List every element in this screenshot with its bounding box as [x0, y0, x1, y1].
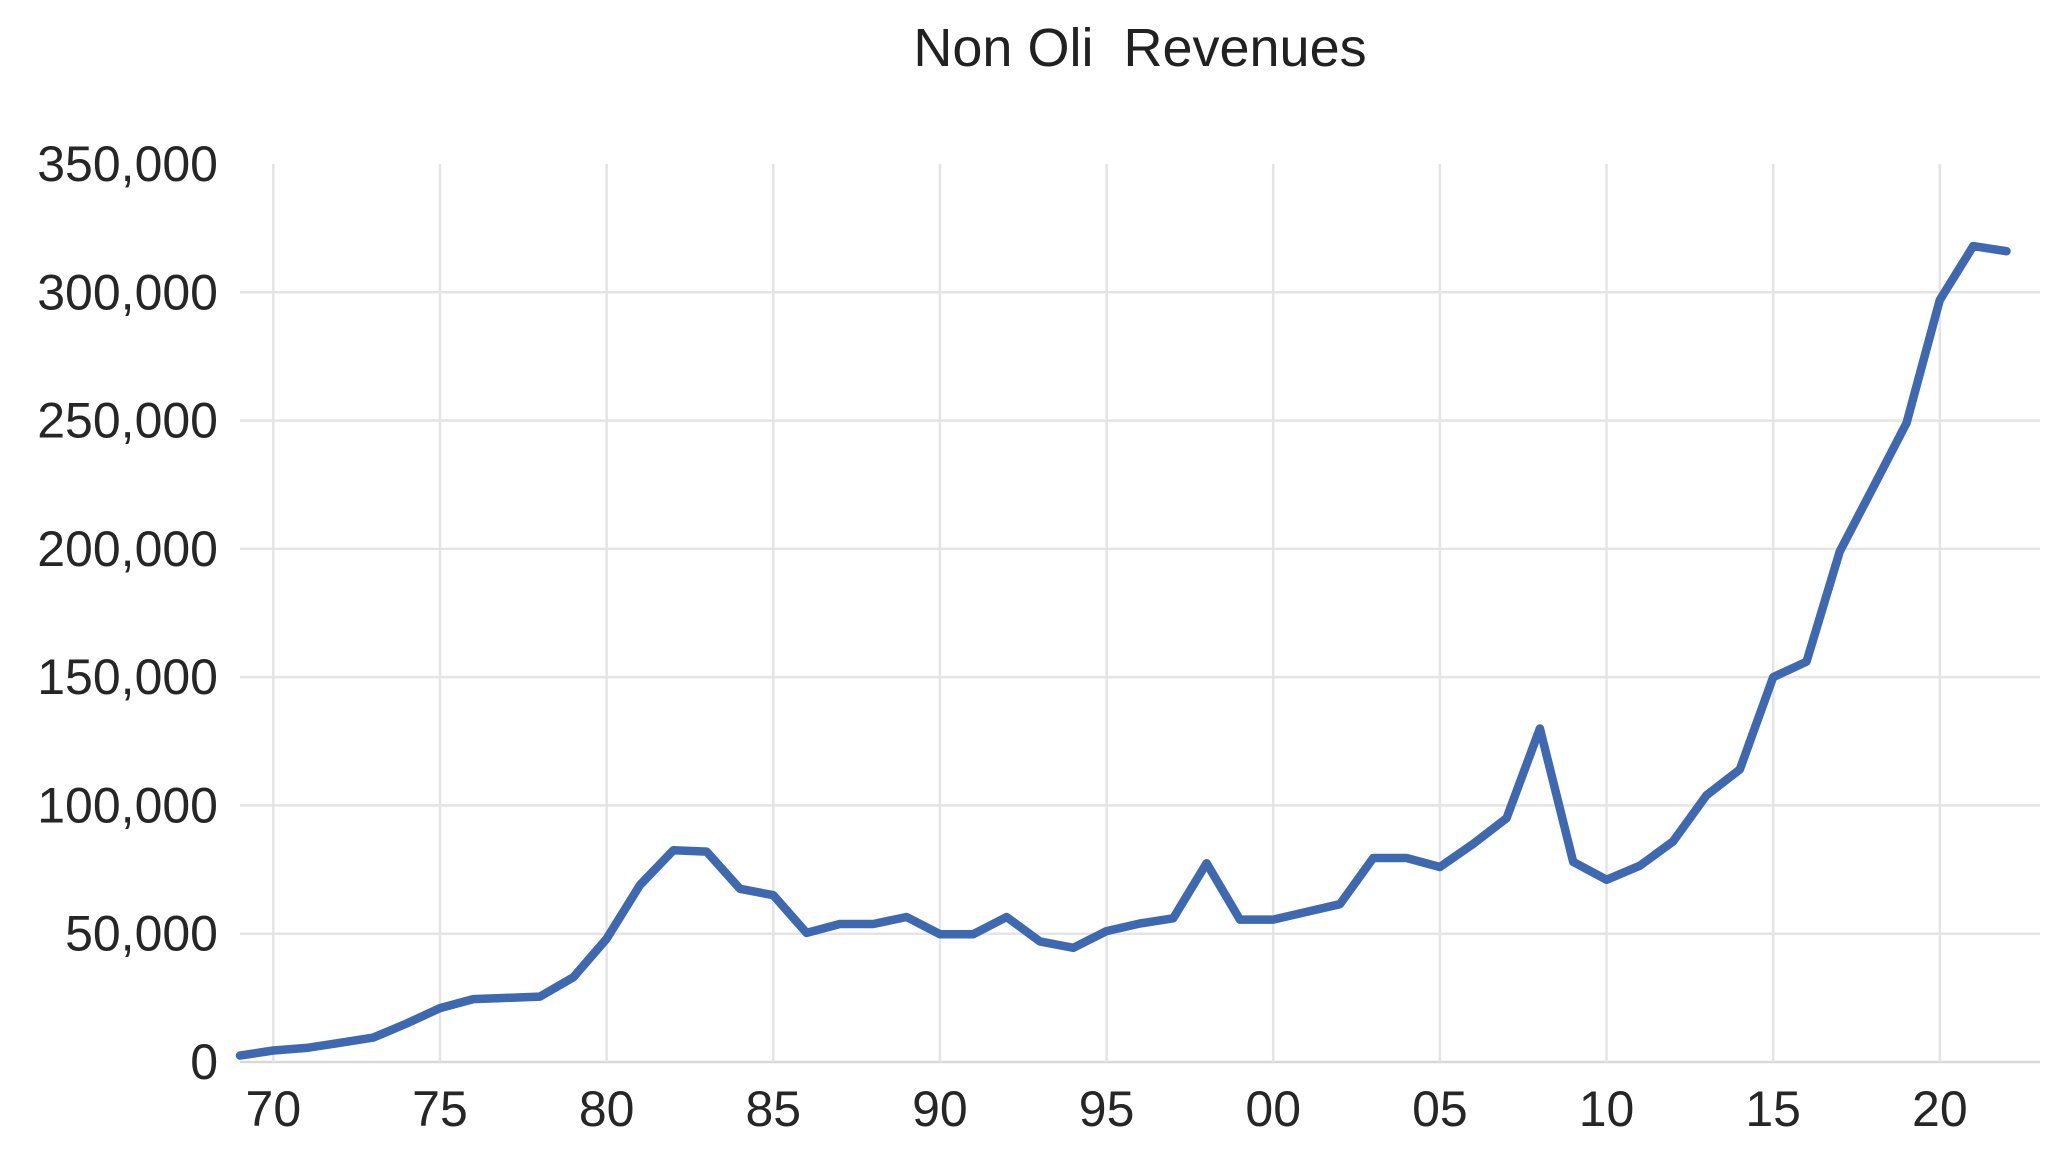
y-axis-labels: 0 50,000 100,000 150,000 200,000 250,000 300,0…	[37, 136, 218, 1090]
x-axis-labels: 70 75 80 85 90 95 00 05 10 15 20	[246, 1081, 1968, 1137]
y-axis-tick-label: 350,000	[37, 136, 218, 192]
y-axis-tick-label: 150,000	[37, 649, 218, 705]
y-axis-tick-label: 100,000	[37, 777, 218, 833]
chart-title: Non Oli Revenues	[913, 18, 1366, 78]
y-axis-tick-label: 300,000	[37, 264, 218, 320]
x-axis-tick-label: 85	[745, 1081, 801, 1137]
y-axis-tick-label: 0	[190, 1034, 218, 1090]
x-axis-tick-label: 90	[912, 1081, 968, 1137]
revenue-line-series	[235, 241, 2011, 1060]
x-axis-tick-label: 80	[579, 1081, 635, 1137]
y-axis-tick-label: 50,000	[65, 906, 218, 962]
x-axis-tick-label: 00	[1245, 1081, 1301, 1137]
gridlines	[240, 164, 2040, 1064]
x-axis-tick-label: 10	[1579, 1081, 1635, 1137]
x-axis-tick-label: 05	[1412, 1081, 1468, 1137]
x-axis-tick-label: 70	[246, 1081, 302, 1137]
x-axis-tick-label: 20	[1912, 1081, 1968, 1137]
y-axis-tick-label: 250,000	[37, 393, 218, 449]
x-axis-tick-label: 95	[1079, 1081, 1135, 1137]
y-axis-tick-label: 200,000	[37, 521, 218, 577]
x-axis-tick-label: 75	[412, 1081, 468, 1137]
x-axis-tick-label: 15	[1745, 1081, 1801, 1137]
